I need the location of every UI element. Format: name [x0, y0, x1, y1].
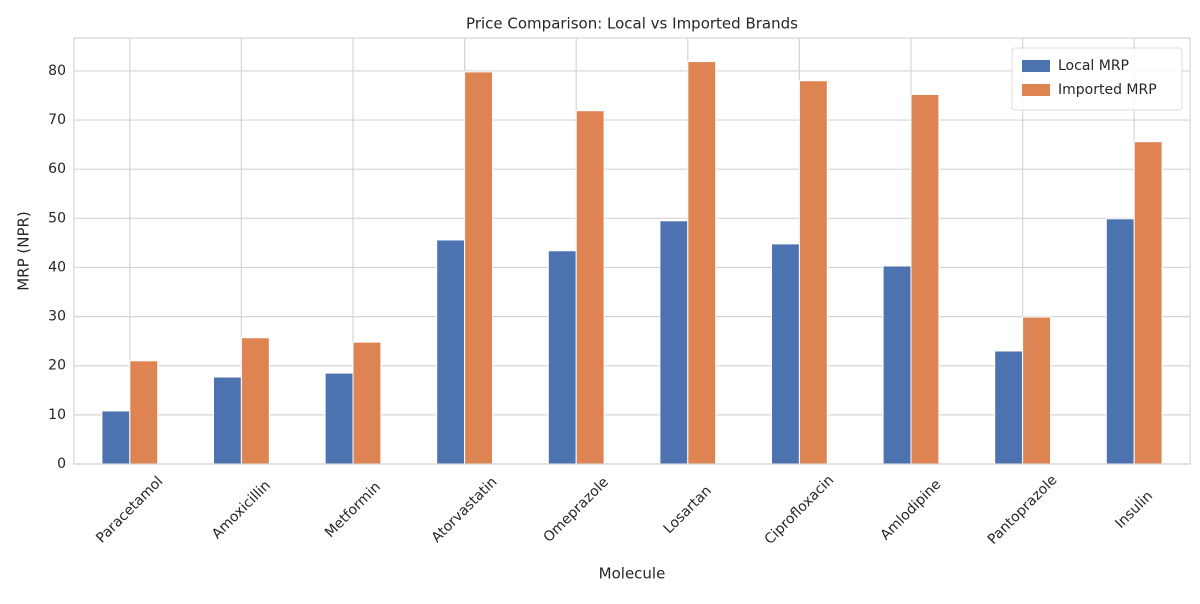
bar	[129, 360, 159, 465]
bar	[213, 376, 242, 465]
bar	[464, 71, 494, 465]
bar	[324, 372, 354, 465]
y-tick-label: 70	[48, 112, 66, 128]
x-tick-label: Amlodipine	[878, 477, 945, 544]
bar	[798, 80, 828, 465]
y-tick-label: 30	[48, 309, 66, 325]
bar	[771, 243, 800, 465]
y-tick-label: 0	[57, 456, 66, 472]
bar	[994, 350, 1024, 465]
bar	[101, 410, 131, 465]
y-tick-label: 80	[48, 63, 66, 79]
legend-label: Imported MRP	[1058, 82, 1157, 98]
plot-frame	[73, 37, 1191, 465]
bar	[882, 265, 912, 465]
x-tick-label: Amoxicillin	[209, 478, 274, 543]
y-axis-label: MRP (NPR)	[15, 211, 33, 291]
x-tick-label: Pantoprazole	[985, 472, 1061, 548]
x-tick-label: Insulin	[1112, 488, 1156, 532]
bar	[352, 341, 382, 465]
legend-swatch	[1022, 84, 1050, 96]
bar	[659, 220, 689, 465]
legend-label: Local MRP	[1058, 58, 1129, 74]
bar	[1133, 141, 1163, 465]
y-tick-label: 50	[48, 210, 66, 226]
bar	[687, 61, 717, 465]
y-tick-label: 40	[48, 259, 66, 275]
y-tick-label: 20	[48, 358, 66, 374]
bar	[1022, 316, 1051, 465]
legend-swatch	[1022, 60, 1050, 72]
bar	[240, 337, 270, 465]
y-tick-label: 60	[48, 161, 66, 177]
x-tick-label: Paracetamol	[93, 474, 166, 547]
bar	[1105, 218, 1135, 465]
bar	[547, 250, 577, 465]
bar	[910, 94, 940, 465]
x-tick-label: Atorvastatin	[429, 474, 501, 546]
x-tick-label: Metformin	[322, 479, 384, 541]
x-tick-label: Losartan	[661, 483, 715, 537]
bar	[436, 239, 466, 465]
y-tick-label: 10	[48, 407, 66, 423]
x-tick-label: Omeprazole	[541, 474, 612, 545]
chart-title: Price Comparison: Local vs Imported Bran…	[466, 15, 798, 33]
legend-box	[1011, 47, 1183, 111]
x-axis-label: Molecule	[599, 565, 666, 583]
x-tick-label: Ciprofloxacin	[762, 472, 838, 548]
bar	[575, 110, 605, 465]
